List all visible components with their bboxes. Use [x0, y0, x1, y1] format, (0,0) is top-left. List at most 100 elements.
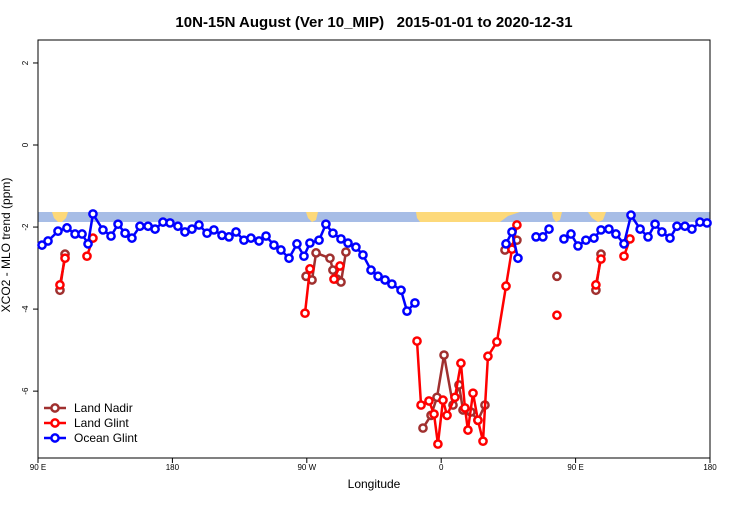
marker	[591, 280, 601, 290]
marker	[150, 224, 160, 234]
y-tick-label: -2	[21, 223, 30, 231]
series-line	[41, 210, 416, 314]
ocean-band	[38, 212, 710, 222]
land-patch	[52, 212, 68, 222]
marker	[501, 281, 511, 291]
marker	[380, 275, 390, 285]
marker	[544, 224, 554, 234]
marker	[581, 235, 591, 246]
marker	[336, 234, 346, 244]
y-tick-label: 0	[21, 142, 30, 147]
marker	[329, 274, 339, 285]
marker	[650, 219, 660, 230]
marker	[412, 336, 422, 346]
marker	[702, 218, 712, 228]
marker	[492, 337, 502, 347]
land-patch	[306, 212, 318, 222]
marker	[657, 227, 667, 237]
marker	[224, 232, 234, 242]
x-tick-label: 90 W	[297, 463, 316, 472]
marker	[300, 308, 310, 319]
marker	[552, 310, 562, 321]
x-tick-label: 90 E	[30, 463, 46, 472]
series-line	[303, 268, 312, 314]
marker	[311, 248, 321, 258]
marker	[335, 261, 345, 271]
marker	[396, 285, 406, 296]
marker	[127, 233, 137, 243]
x-axis-label: Longitude	[348, 477, 401, 491]
marker	[314, 235, 324, 246]
marker	[305, 264, 315, 274]
marker	[321, 219, 331, 230]
series	[55, 235, 606, 433]
y-axis-label: XCO2 - MLO trend (ppm)	[0, 178, 13, 313]
marker	[328, 228, 338, 239]
marker	[387, 279, 397, 289]
marker	[43, 236, 53, 246]
marker	[418, 423, 428, 433]
marker	[53, 226, 63, 237]
marker	[416, 400, 426, 410]
marker	[643, 232, 653, 242]
marker	[626, 210, 636, 221]
marker	[269, 240, 279, 250]
marker	[299, 251, 309, 262]
x-tick-label: 90 E	[567, 463, 583, 472]
marker	[559, 234, 569, 244]
marker	[424, 396, 434, 406]
marker	[165, 218, 175, 228]
marker	[473, 415, 483, 426]
marker	[552, 271, 562, 282]
y-tick-label: -6	[21, 387, 30, 395]
marker	[604, 224, 614, 234]
chart-title: 10N-15N August (Ver 10_MIP) 2015-01-01 t…	[175, 14, 572, 31]
marker	[438, 395, 448, 406]
marker	[341, 247, 351, 257]
marker	[120, 228, 130, 239]
marker	[460, 403, 470, 413]
marker	[98, 225, 108, 235]
marker	[566, 229, 576, 239]
legend-label: Land Glint	[74, 416, 129, 430]
land-patch	[416, 212, 520, 222]
legend-marker	[50, 403, 60, 413]
marker	[456, 358, 466, 369]
marker	[672, 221, 682, 232]
marker	[442, 410, 452, 421]
marker	[501, 239, 511, 249]
land-mask-band	[38, 212, 710, 222]
marker	[468, 388, 478, 399]
marker	[55, 280, 65, 290]
marker	[325, 253, 335, 264]
marker	[373, 271, 383, 282]
series	[55, 220, 635, 449]
marker	[88, 209, 98, 219]
x-tick-label: 180	[166, 463, 180, 472]
land-patch	[552, 212, 562, 222]
marker	[439, 350, 449, 360]
marker	[402, 306, 412, 316]
marker	[619, 239, 629, 249]
marker	[589, 233, 599, 243]
marker	[463, 425, 473, 435]
marker	[665, 233, 675, 243]
marker	[596, 254, 606, 264]
marker	[62, 223, 72, 233]
marker	[513, 253, 523, 264]
marker	[305, 238, 315, 248]
marker	[194, 220, 204, 230]
series	[37, 209, 712, 316]
marker	[507, 227, 517, 237]
legend-marker	[50, 418, 60, 428]
marker	[187, 224, 197, 234]
marker	[173, 221, 183, 232]
legend-label: Land Nadir	[74, 401, 133, 415]
marker	[231, 227, 241, 237]
marker	[82, 251, 92, 262]
marker	[113, 219, 123, 230]
marker	[429, 409, 439, 419]
land-patch	[588, 212, 606, 222]
marker	[83, 239, 93, 249]
marker	[450, 392, 460, 403]
